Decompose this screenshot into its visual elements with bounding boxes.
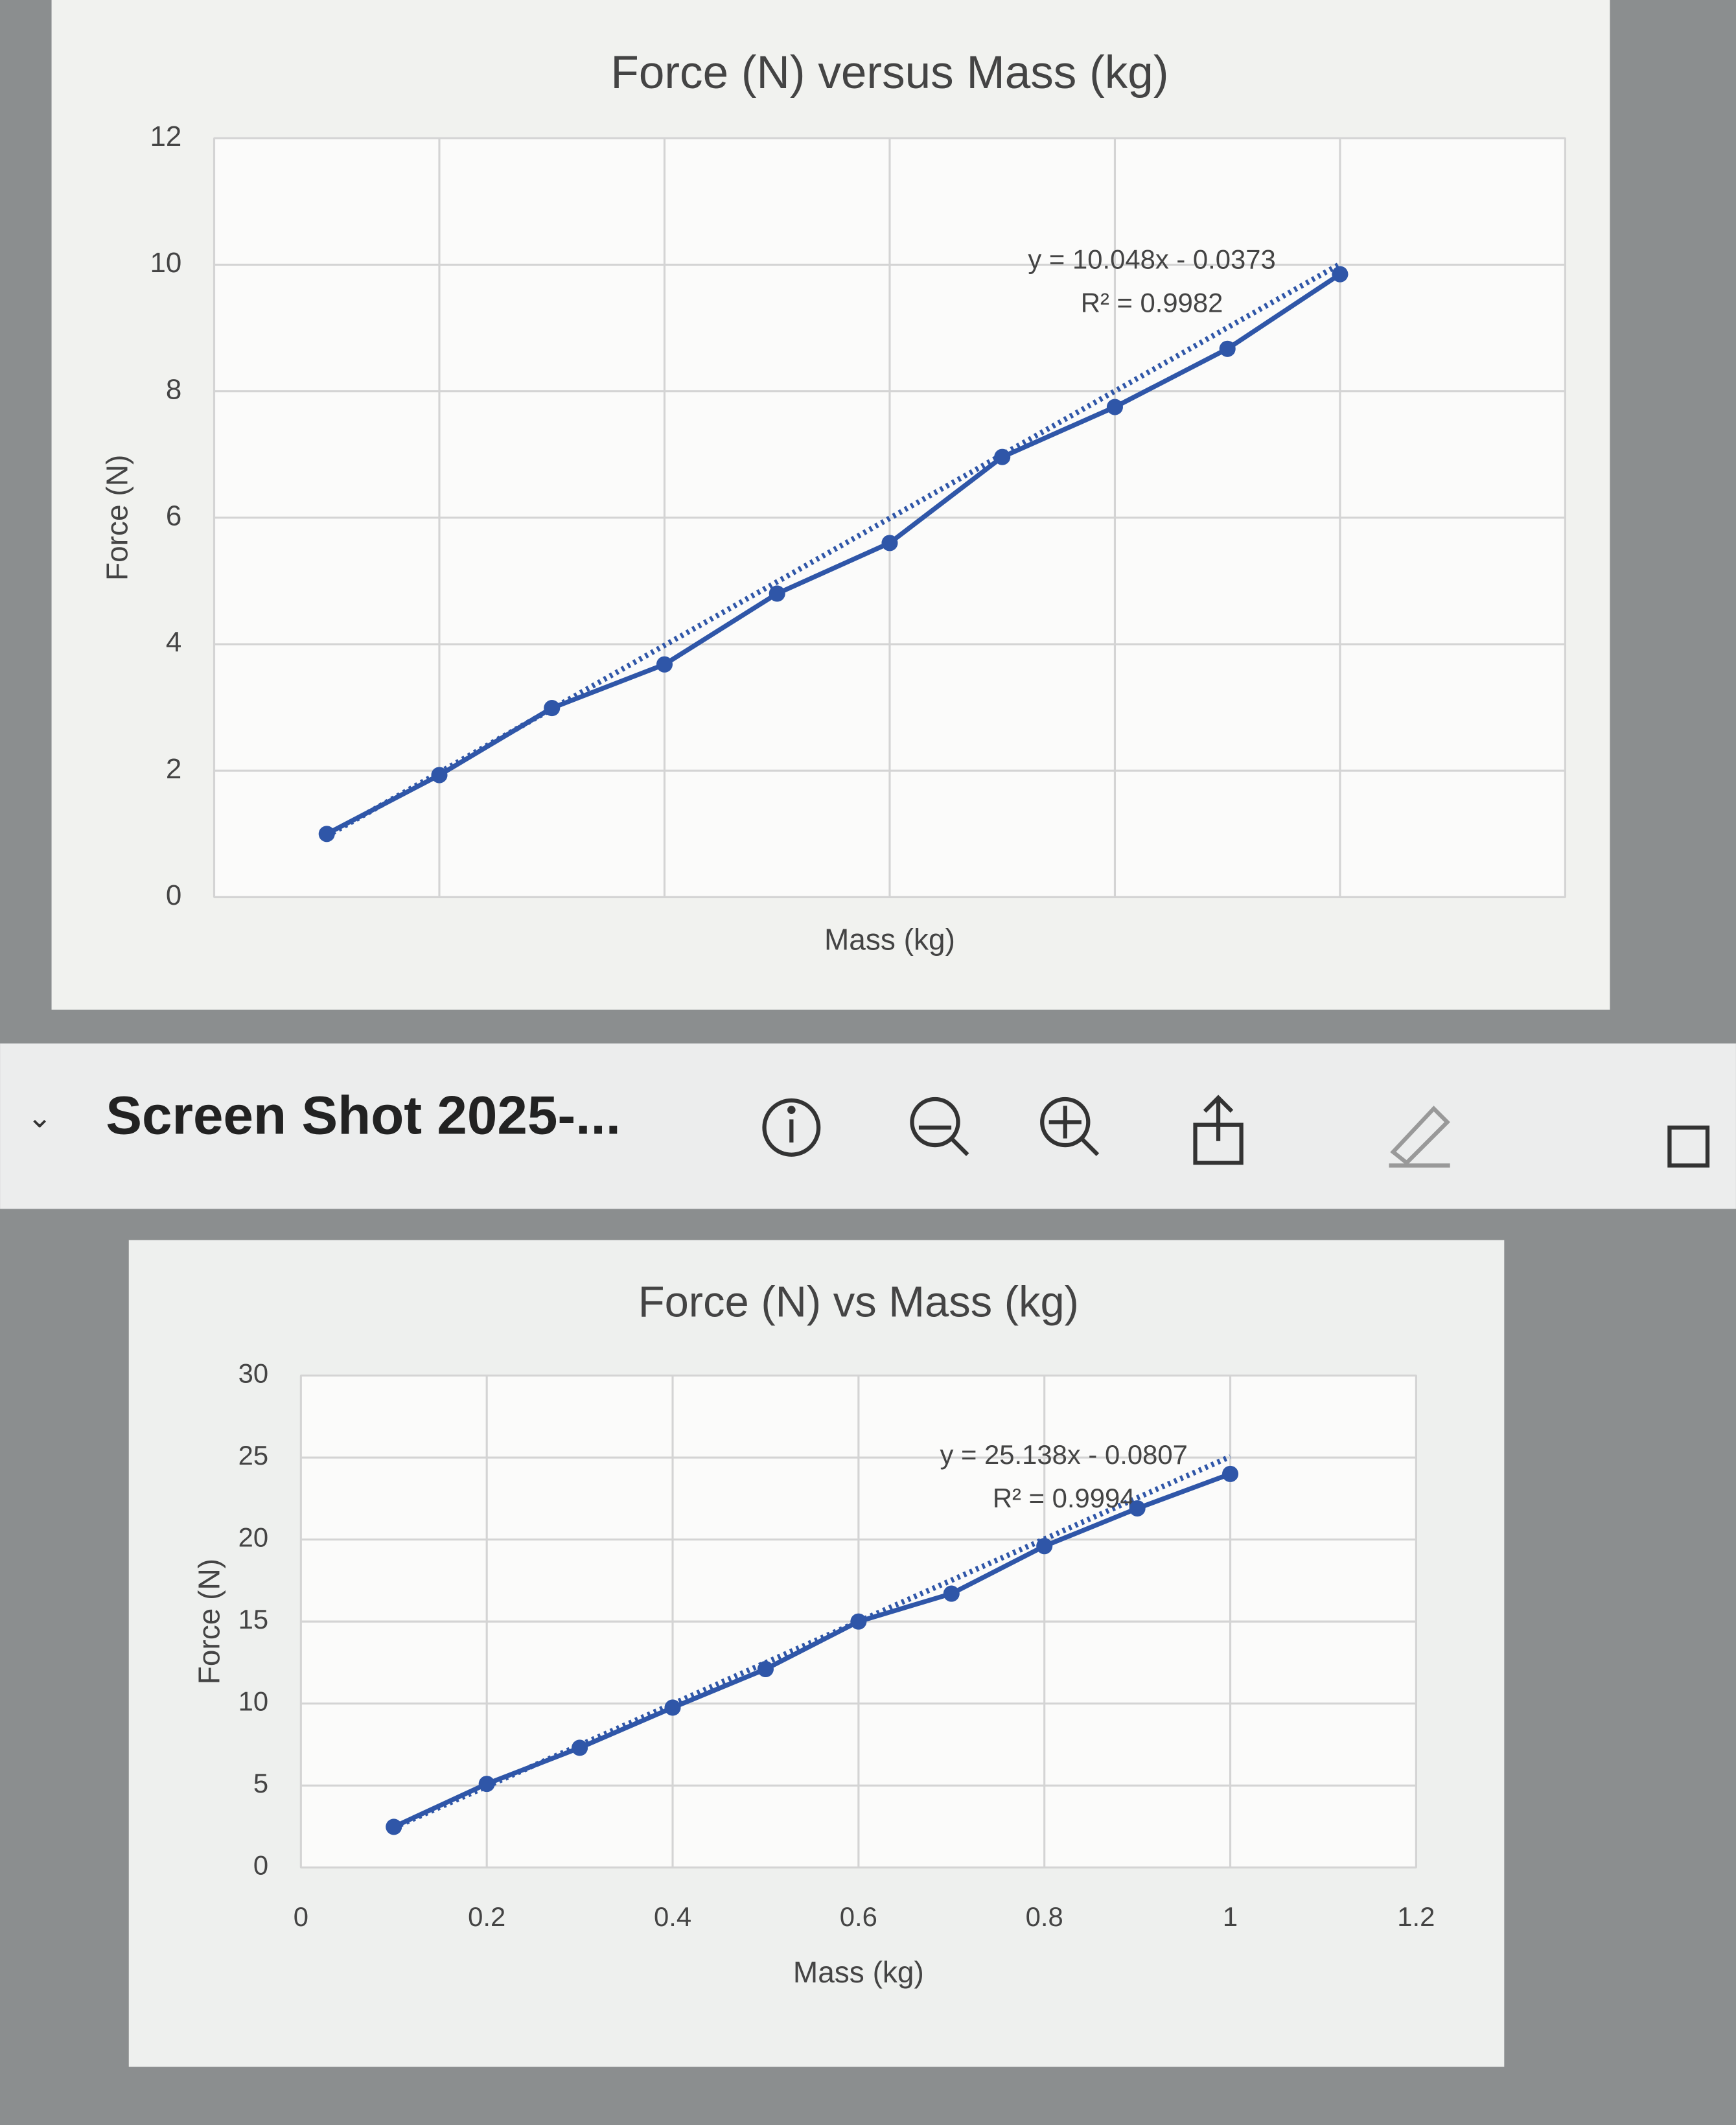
data-point: [318, 826, 335, 842]
trendline-r2: R² = 0.9982: [1081, 288, 1223, 318]
data-point: [1332, 266, 1348, 283]
chart-title: Force (N) vs Mass (kg): [638, 1277, 1079, 1326]
y-tick-label: 25: [238, 1440, 269, 1470]
toolbar-title: Screen Shot 2025-...: [106, 1084, 621, 1145]
trendline-equation: y = 10.048x - 0.0373: [1028, 244, 1275, 275]
x-tick-label: 0.2: [468, 1901, 505, 1932]
trendline-r2: R² = 0.9994: [993, 1483, 1135, 1513]
data-point: [769, 585, 785, 602]
data-point: [572, 1739, 588, 1756]
x-tick-label: 0: [294, 1901, 308, 1932]
data-point: [478, 1776, 495, 1793]
x-tick-label: 0.6: [840, 1901, 877, 1932]
y-tick-label: 5: [253, 1768, 268, 1798]
x-tick-label: 0.4: [654, 1901, 691, 1932]
data-point: [1036, 1538, 1053, 1555]
y-tick-label: 4: [166, 627, 181, 658]
y-tick-label: 15: [238, 1604, 269, 1634]
data-point: [431, 767, 448, 784]
y-tick-label: 12: [150, 121, 181, 152]
series-line: [325, 272, 1341, 837]
data-point: [757, 1660, 774, 1678]
y-tick-label: 0: [166, 879, 181, 911]
data-point: [1219, 340, 1236, 357]
toolbar-icons[interactable]: [762, 1095, 1710, 1168]
y-tick-label: 6: [166, 500, 181, 531]
x-tick-label: 1.2: [1397, 1901, 1435, 1932]
data-point: [386, 1818, 402, 1835]
y-tick-label: 10: [238, 1686, 269, 1717]
data-point: [664, 1699, 681, 1716]
y-tick-label: 8: [166, 373, 181, 405]
series-line: [393, 1471, 1231, 1829]
trendline-equation: y = 25.138x - 0.0807: [940, 1439, 1187, 1470]
y-tick-label: 10: [150, 247, 181, 279]
y-tick-label: 30: [238, 1358, 269, 1389]
data-point: [881, 535, 898, 552]
x-axis-label: Mass (kg): [824, 923, 955, 957]
y-axis-label: Force (N): [192, 1559, 226, 1684]
data-point: [943, 1585, 960, 1602]
data-point: [544, 700, 561, 717]
data-point: [850, 1613, 867, 1630]
x-tick-label: 0.8: [1026, 1901, 1063, 1932]
y-tick-label: 2: [166, 753, 181, 785]
data-point: [1129, 1500, 1146, 1517]
chevron: ⌄: [27, 1100, 52, 1133]
data-point: [994, 448, 1011, 465]
toolbar: [0, 1043, 1736, 1209]
y-tick-label: 20: [238, 1522, 269, 1553]
x-axis-label: Mass (kg): [793, 1955, 924, 1989]
y-tick-label: 0: [253, 1850, 268, 1881]
data-point: [1106, 399, 1123, 415]
chart-title: Force (N) versus Mass (kg): [610, 47, 1168, 99]
data-point: [1222, 1465, 1239, 1482]
x-tick-label: 1: [1223, 1901, 1238, 1932]
data-point: [656, 656, 673, 673]
y-axis-label: Force (N): [100, 455, 133, 581]
trendline: [325, 261, 1341, 839]
